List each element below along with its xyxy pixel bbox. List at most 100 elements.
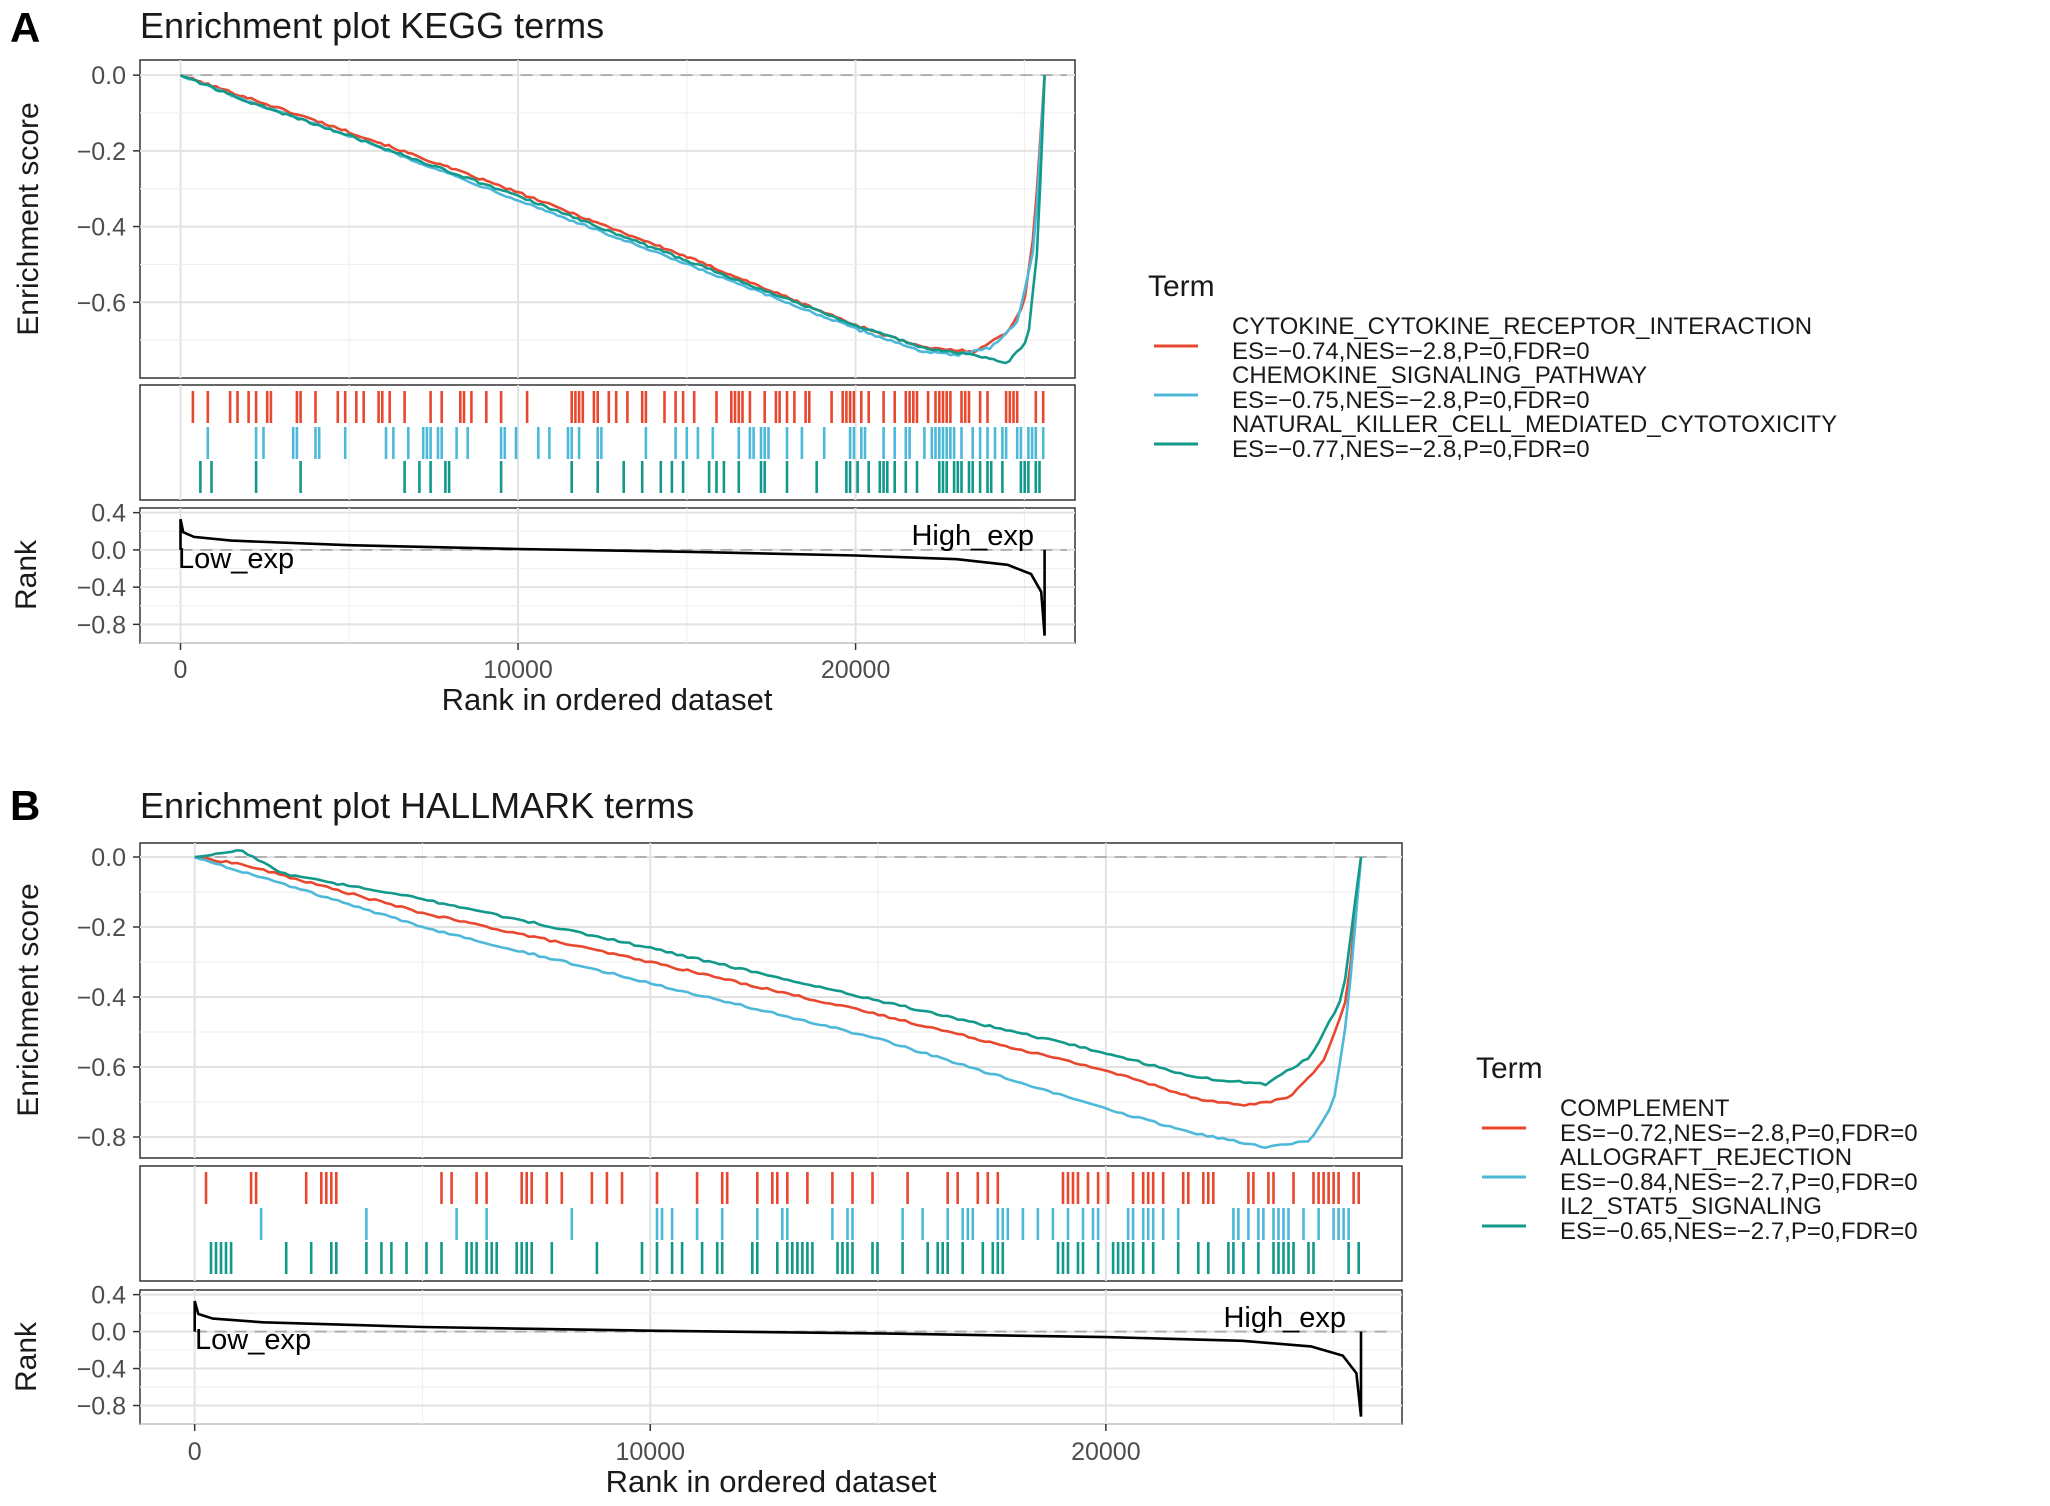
hit-mark bbox=[893, 391, 896, 423]
hit-mark bbox=[1307, 1242, 1310, 1274]
hit-mark bbox=[259, 1208, 263, 1240]
hit-mark bbox=[915, 391, 919, 423]
hit-mark bbox=[209, 1242, 213, 1274]
hit-mark bbox=[362, 391, 365, 423]
hit-mark bbox=[1352, 1172, 1355, 1204]
hit-mark bbox=[1277, 1208, 1280, 1240]
rank-curve bbox=[193, 1300, 1363, 1417]
hit-mark bbox=[269, 391, 273, 423]
hit-mark bbox=[945, 427, 948, 459]
hit-mark bbox=[756, 1208, 759, 1240]
hit-mark bbox=[867, 391, 870, 423]
hit-mark bbox=[830, 391, 833, 423]
hit-mark bbox=[320, 1172, 323, 1204]
hit-mark bbox=[570, 461, 573, 493]
hit-mark bbox=[860, 427, 863, 459]
hit-mark bbox=[845, 461, 848, 493]
hit-mark bbox=[715, 1242, 719, 1274]
hit-mark bbox=[674, 427, 677, 459]
hit-mark bbox=[1287, 1208, 1290, 1240]
hit-mark bbox=[388, 391, 391, 423]
hit-mark bbox=[720, 1208, 724, 1240]
hit-mark bbox=[946, 1242, 949, 1274]
hit-mark bbox=[284, 1242, 288, 1274]
hit-mark bbox=[1197, 1242, 1200, 1274]
es-tick-label: −0.2 bbox=[77, 138, 126, 166]
hit-mark bbox=[1337, 1208, 1340, 1240]
hit-mark bbox=[560, 1172, 564, 1204]
hit-mark bbox=[856, 461, 859, 493]
hit-mark bbox=[530, 1242, 533, 1274]
legend-series-name: COMPLEMENT bbox=[1560, 1095, 1730, 1122]
hit-mark bbox=[607, 391, 611, 423]
hit-mark bbox=[335, 1242, 338, 1274]
hit-mark bbox=[520, 1172, 523, 1204]
hit-mark bbox=[986, 1172, 990, 1204]
hit-mark bbox=[720, 1242, 724, 1274]
hit-mark bbox=[1106, 1172, 1110, 1204]
legend-series-stats: ES=−0.72,NES=−2.8,P=0,FDR=0 bbox=[1560, 1120, 1918, 1147]
hit-mark bbox=[882, 461, 885, 493]
hit-mark bbox=[1237, 1208, 1240, 1240]
hit-mark bbox=[976, 1172, 980, 1204]
hit-mark bbox=[1021, 1208, 1025, 1240]
hit-mark bbox=[811, 1242, 814, 1274]
hit-mark bbox=[590, 1172, 594, 1204]
hit-mark bbox=[791, 1242, 794, 1274]
hit-mark bbox=[425, 427, 429, 459]
x-tick-label: 20000 bbox=[1071, 1438, 1141, 1466]
hit-mark bbox=[1327, 1172, 1330, 1204]
hit-mark bbox=[967, 461, 971, 493]
hit-mark bbox=[1357, 1172, 1360, 1204]
es-tick-label: −0.4 bbox=[77, 214, 126, 242]
hit-mark bbox=[930, 427, 934, 459]
hit-mark bbox=[1038, 461, 1041, 493]
hit-mark bbox=[1006, 1208, 1010, 1240]
hit-mark bbox=[670, 461, 674, 493]
hit-mark bbox=[499, 461, 503, 493]
hit-mark bbox=[848, 391, 852, 423]
hit-mark bbox=[1131, 1172, 1135, 1204]
hit-mark bbox=[1161, 1208, 1165, 1240]
hit-mark bbox=[514, 427, 518, 459]
hit-mark bbox=[660, 1208, 664, 1240]
hit-mark bbox=[715, 391, 718, 423]
legend: Term COMPLEMENTES=−0.72,NES=−2.8,P=0,FDR… bbox=[1476, 1052, 1918, 1245]
hit-mark bbox=[525, 1172, 528, 1204]
hit-mark bbox=[960, 427, 963, 459]
hit-mark bbox=[695, 1208, 699, 1240]
hit-mark bbox=[886, 461, 889, 493]
hit-mark bbox=[685, 427, 689, 459]
hit-mark bbox=[945, 461, 948, 493]
hit-mark bbox=[1001, 461, 1004, 493]
hit-mark bbox=[904, 391, 908, 423]
hit-mark bbox=[314, 391, 317, 423]
hit-mark bbox=[596, 391, 599, 423]
hit-mark bbox=[956, 461, 960, 493]
hit-mark bbox=[1096, 1172, 1100, 1204]
hit-mark bbox=[1066, 1208, 1070, 1240]
hit-mark bbox=[199, 461, 202, 493]
hit-mark bbox=[793, 391, 796, 423]
hit-mark bbox=[936, 1242, 939, 1274]
hit-mark bbox=[901, 1208, 904, 1240]
hit-mark bbox=[418, 461, 421, 493]
hit-mark bbox=[1141, 1172, 1145, 1204]
hit-mark bbox=[1332, 1172, 1335, 1204]
hit-mark bbox=[978, 427, 982, 459]
hit-mark bbox=[640, 461, 644, 493]
hit-mark bbox=[1252, 1172, 1255, 1204]
hit-mark bbox=[921, 1208, 924, 1240]
hit-mark bbox=[1272, 1172, 1275, 1204]
hit-mark bbox=[986, 461, 989, 493]
hit-mark bbox=[577, 391, 581, 423]
hit-mark bbox=[325, 1172, 328, 1204]
hit-mark bbox=[403, 391, 406, 423]
hit-mark bbox=[336, 391, 340, 423]
legend-series-name: ALLOGRAFT_REJECTION bbox=[1560, 1144, 1852, 1171]
hit-mark bbox=[759, 427, 763, 459]
hit-mark bbox=[904, 427, 908, 459]
rank-panel: 0.4 0.0 −0.4 −0.8 Low_exp High_exp Rank bbox=[10, 500, 1076, 644]
hit-mark bbox=[236, 391, 239, 423]
panel-a: A Enrichment plot KEGG terms 0.0 −0.2 −0.4… bbox=[10, 4, 1837, 717]
